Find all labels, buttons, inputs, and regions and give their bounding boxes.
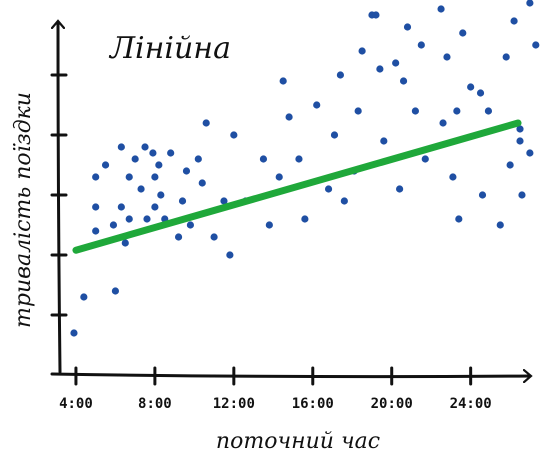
scatter-point xyxy=(526,0,534,7)
scatter-point xyxy=(265,221,273,229)
scatter-point xyxy=(403,23,412,31)
scatter-point xyxy=(484,107,493,115)
scatter-point xyxy=(275,173,283,181)
scatter-point xyxy=(502,53,510,61)
scatter-point xyxy=(449,173,457,181)
scatter-point xyxy=(117,143,125,151)
y-axis-ticks xyxy=(50,73,68,317)
scatter-point xyxy=(478,191,487,199)
scatter-point xyxy=(516,137,524,145)
scatter-point xyxy=(439,119,447,127)
scatter-point xyxy=(121,239,129,247)
scatter-point xyxy=(510,17,518,25)
scatter-point xyxy=(372,11,380,19)
scatter-point xyxy=(92,203,100,211)
scatter-point xyxy=(518,191,526,199)
scatter-point xyxy=(476,89,485,97)
scatter-point xyxy=(143,215,151,223)
scatter-point xyxy=(186,221,195,229)
scatter-point xyxy=(141,143,149,151)
scatter-point xyxy=(198,179,206,187)
scatter-points xyxy=(70,0,540,337)
scatter-point xyxy=(80,293,88,301)
scatter-point xyxy=(392,59,400,67)
scatter-point xyxy=(125,173,133,181)
scatter-point xyxy=(421,155,429,163)
scatter-point xyxy=(101,161,110,169)
scatter-point xyxy=(358,47,366,55)
scatter-point xyxy=(259,155,268,163)
scatter-point xyxy=(376,65,384,73)
scatter-point xyxy=(324,185,333,193)
x-tick-label: 24:00 xyxy=(450,396,492,412)
scatter-point xyxy=(330,131,339,139)
scatter-point xyxy=(453,107,461,115)
scatter-point xyxy=(285,113,293,121)
trend-line xyxy=(72,119,522,254)
scatter-point xyxy=(313,101,321,109)
scatter-point xyxy=(226,251,234,259)
scatter-point xyxy=(532,41,540,49)
scatter-point xyxy=(417,41,425,49)
scatter-point xyxy=(336,71,345,79)
x-axis-tick-labels: 4:00 8:00 12:00 16:00 20:00 24:00 xyxy=(59,396,492,412)
scatter-point xyxy=(506,161,514,169)
scatter-point xyxy=(109,221,118,229)
trend-line-group xyxy=(72,119,522,254)
scatter-point xyxy=(157,191,165,199)
scatter-point xyxy=(167,149,175,157)
scatter-point xyxy=(301,215,309,223)
scatter-point xyxy=(182,167,191,175)
scatter-point xyxy=(111,287,120,295)
scatter-point xyxy=(354,107,362,115)
x-axis-label: поточний час xyxy=(216,429,380,454)
x-axis xyxy=(50,374,530,377)
scatter-point xyxy=(137,185,145,193)
scatter-point xyxy=(220,197,228,205)
x-tick-label: 16:00 xyxy=(292,396,334,412)
scatter-point xyxy=(117,203,125,211)
scatter-point xyxy=(467,83,475,91)
y-axis-label: тривалість поїздки xyxy=(11,92,36,328)
scatter-point xyxy=(399,77,408,85)
scatter-point xyxy=(131,155,139,163)
scatter-point xyxy=(437,5,445,13)
scatter-point xyxy=(380,137,388,145)
scatter-point xyxy=(279,77,287,85)
scatter-point xyxy=(516,125,524,133)
y-axis xyxy=(58,22,60,374)
x-tick-label: 4:00 xyxy=(59,396,93,412)
scatter-point xyxy=(202,119,210,127)
scatter-point xyxy=(455,215,463,223)
scatter-point xyxy=(178,197,187,205)
scatter-point xyxy=(526,149,534,157)
scatter-point xyxy=(396,185,404,193)
scatter-point xyxy=(443,53,451,61)
scatter-point xyxy=(194,155,202,163)
scatter-point xyxy=(174,233,183,241)
x-tick-label: 8:00 xyxy=(138,396,172,412)
scatter-point xyxy=(155,161,163,169)
scatter-point xyxy=(92,173,100,181)
scatter-point xyxy=(230,131,238,139)
x-tick-label: 12:00 xyxy=(213,396,255,412)
scatter-point xyxy=(125,215,133,223)
scatter-point xyxy=(151,203,159,211)
scatter-point xyxy=(295,155,303,163)
scatter-point xyxy=(151,173,159,181)
scatter-point xyxy=(149,149,157,157)
scatter-point xyxy=(92,227,100,235)
scatter-point xyxy=(411,107,420,115)
x-tick-label: 20:00 xyxy=(371,396,413,412)
scatter-point xyxy=(210,233,218,241)
scatter-point xyxy=(70,329,78,337)
chart-title: Лінійна xyxy=(108,31,231,66)
scatter-point xyxy=(459,29,467,37)
x-axis-ticks xyxy=(74,366,473,386)
scatter-point xyxy=(496,221,504,229)
scatter-point xyxy=(340,197,348,205)
